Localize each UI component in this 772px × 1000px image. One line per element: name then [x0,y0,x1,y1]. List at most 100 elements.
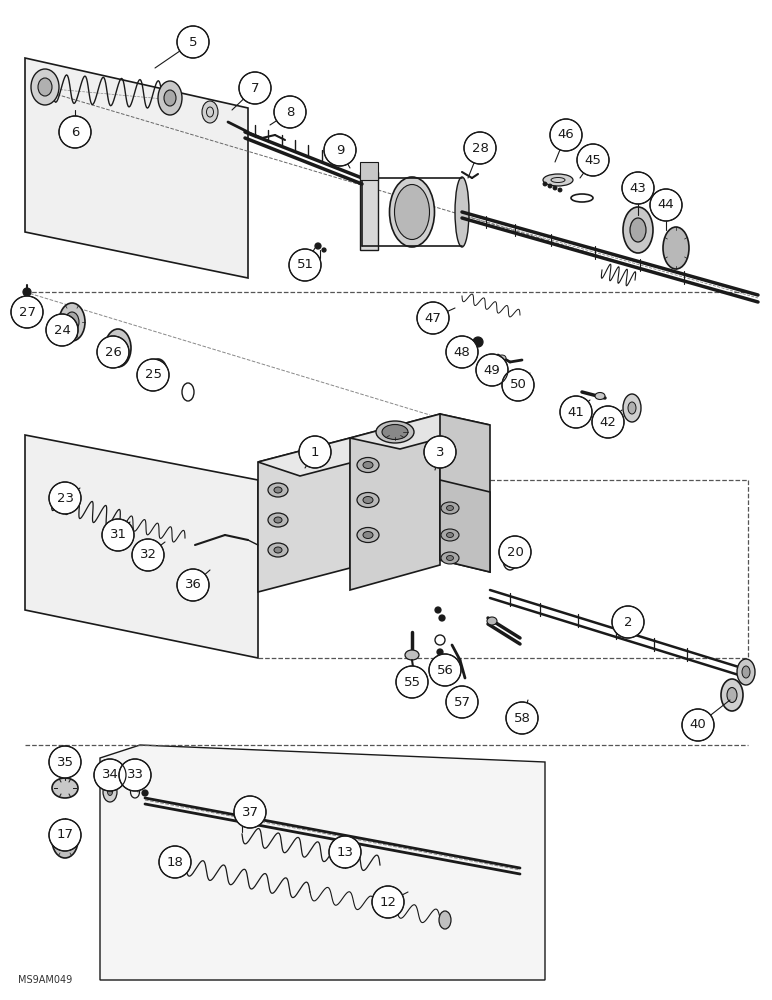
Ellipse shape [58,830,72,850]
Ellipse shape [441,502,459,514]
Circle shape [506,702,538,734]
Text: 55: 55 [404,676,421,688]
Text: 6: 6 [71,125,80,138]
Polygon shape [440,480,490,572]
Ellipse shape [382,424,408,440]
Circle shape [46,314,78,346]
Polygon shape [440,414,490,572]
Text: 1: 1 [311,446,320,458]
Ellipse shape [274,487,282,493]
Ellipse shape [274,517,282,523]
Polygon shape [100,745,545,980]
Ellipse shape [103,782,117,802]
Text: 17: 17 [56,828,73,842]
Polygon shape [258,438,392,476]
Circle shape [94,759,126,791]
Circle shape [11,296,43,328]
Circle shape [49,819,81,851]
Circle shape [437,649,443,655]
Ellipse shape [630,218,646,242]
Ellipse shape [446,532,453,538]
Text: 57: 57 [453,696,470,708]
Ellipse shape [357,492,379,508]
Circle shape [548,184,552,188]
Text: 51: 51 [296,258,313,271]
Circle shape [159,846,191,878]
Text: 13: 13 [337,846,354,858]
Text: 18: 18 [167,856,184,868]
Ellipse shape [274,547,282,553]
Ellipse shape [105,329,131,367]
Circle shape [476,354,508,386]
Circle shape [119,759,151,791]
Ellipse shape [441,529,459,541]
Text: 23: 23 [56,491,73,504]
Circle shape [446,686,478,718]
Circle shape [324,134,356,166]
Circle shape [234,796,266,828]
Circle shape [417,302,449,334]
Ellipse shape [31,69,59,105]
Circle shape [560,396,592,428]
Text: 25: 25 [144,368,161,381]
Circle shape [49,482,81,514]
Ellipse shape [446,506,453,510]
Polygon shape [258,438,350,592]
Circle shape [682,709,714,741]
Ellipse shape [663,227,689,269]
Polygon shape [350,414,440,590]
Ellipse shape [111,339,124,357]
Circle shape [289,249,321,281]
Text: 12: 12 [380,896,397,908]
Text: 48: 48 [454,346,470,359]
Ellipse shape [363,496,373,504]
Text: 26: 26 [104,346,121,359]
Circle shape [274,96,306,128]
Text: 47: 47 [425,312,442,324]
Text: 8: 8 [286,105,294,118]
Circle shape [239,72,271,104]
Ellipse shape [543,174,573,186]
Ellipse shape [623,207,653,253]
Ellipse shape [268,513,288,527]
Ellipse shape [721,679,743,711]
Text: 37: 37 [242,806,259,818]
FancyBboxPatch shape [360,172,378,250]
Ellipse shape [405,650,419,660]
Ellipse shape [742,666,750,678]
Circle shape [132,539,164,571]
Text: 46: 46 [557,128,574,141]
Circle shape [622,172,654,204]
Ellipse shape [394,184,429,239]
Ellipse shape [363,462,373,468]
Circle shape [137,359,169,391]
Text: 42: 42 [600,416,616,428]
Circle shape [49,746,81,778]
Circle shape [612,606,644,638]
Text: 40: 40 [689,718,706,732]
Circle shape [554,186,557,190]
Circle shape [372,886,404,918]
Circle shape [473,337,483,347]
Text: 2: 2 [624,615,632,629]
Ellipse shape [439,911,451,929]
Circle shape [299,436,331,468]
Ellipse shape [410,681,418,687]
Text: 35: 35 [56,756,73,768]
Ellipse shape [59,303,85,341]
Circle shape [577,144,609,176]
Circle shape [396,666,428,698]
Ellipse shape [376,421,414,443]
Text: 31: 31 [110,528,127,542]
Ellipse shape [107,788,113,796]
Ellipse shape [52,822,78,858]
Ellipse shape [65,312,79,332]
Circle shape [23,288,31,296]
Circle shape [322,248,326,252]
Circle shape [592,406,624,438]
Circle shape [543,182,547,186]
Ellipse shape [595,392,605,399]
Circle shape [502,369,534,401]
Ellipse shape [737,659,755,685]
Ellipse shape [487,617,497,625]
